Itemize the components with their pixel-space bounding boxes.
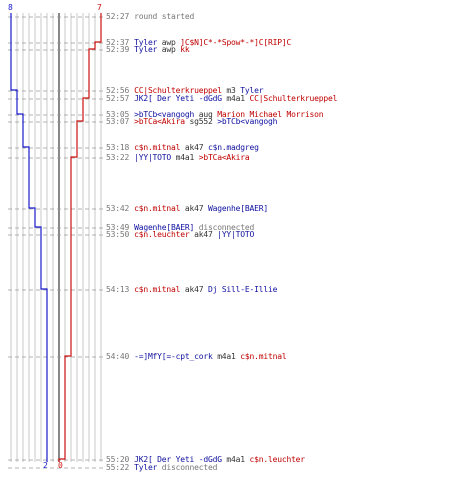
log-row: 53:50 c$n.leuchter ak47 |YY|TOTO bbox=[106, 230, 254, 240]
log-text: m4a1 bbox=[171, 153, 199, 162]
blue-player-name: >bTCb<vangogh bbox=[134, 110, 195, 119]
log-timestamp: 54:40 bbox=[106, 352, 130, 361]
blue-end-count: 2 bbox=[43, 461, 48, 470]
log-row: 54:13 c$n.mitnal ak47 Dj Sill-E-Illie bbox=[106, 285, 277, 295]
red-player-name: Marion Michael Morrison bbox=[217, 110, 324, 119]
log-row: 53:49 Wagenhe[BAER] disconnected bbox=[106, 223, 254, 233]
log-row: 52:56 CC|Schulterkrueppel m3 Tyler bbox=[106, 86, 264, 96]
red-player-name: c$n.leuchter bbox=[249, 455, 306, 464]
blue-player-name: Tyler bbox=[134, 463, 158, 472]
log-row: 53:22 |YY|TOTO m4a1 >bTCa<Akira bbox=[106, 153, 250, 163]
log-text: awp bbox=[157, 45, 181, 54]
blue-player-name: Tyler bbox=[240, 86, 264, 95]
blue-team-alive-line bbox=[10, 13, 48, 462]
blue-player-name: >bTCb<vangogh bbox=[217, 117, 278, 126]
log-timestamp: 52:37 bbox=[106, 38, 130, 47]
log-text: aug bbox=[194, 110, 218, 119]
log-row: 52:39 Tyler awp kk bbox=[106, 45, 190, 55]
red-end-count: 0 bbox=[58, 461, 63, 470]
log-row: 54:40 -=]MfY[=-cpt_cork m4a1 c$n.mitnal bbox=[106, 352, 287, 362]
log-timestamp: 55:22 bbox=[106, 463, 130, 472]
blue-player-name: Wagenhe[BAER] bbox=[207, 204, 268, 213]
blue-player-name: Dj Sill-E-Illie bbox=[207, 285, 278, 294]
red-start-count: 7 bbox=[97, 3, 102, 12]
red-player-name: kk bbox=[180, 45, 190, 54]
log-row: 53:07 >bTCa<Akira sg552 >bTCb<vangogh bbox=[106, 117, 277, 127]
red-player-name: >bTCa<Akira bbox=[198, 153, 250, 162]
log-row: 53:18 c$n.mitnal ak47 c$n.madgreg bbox=[106, 143, 259, 153]
log-text: sg552 bbox=[184, 117, 218, 126]
log-text: m4a1 bbox=[212, 352, 241, 361]
red-player-name: c$n.mitnal bbox=[134, 204, 181, 213]
log-timestamp: 53:05 bbox=[106, 110, 130, 119]
log-timestamp: 52:56 bbox=[106, 86, 130, 95]
log-timestamp: 53:22 bbox=[106, 153, 130, 162]
blue-player-name: Tyler bbox=[134, 38, 158, 47]
red-player-name: c$n.mitnal bbox=[134, 143, 181, 152]
log-row: 52:57 JK2[ Der Yeti -dGdG m4a1 CC|Schulte… bbox=[106, 94, 337, 104]
blue-player-name: c$n.madgreg bbox=[207, 143, 259, 152]
log-timestamp: 53:49 bbox=[106, 223, 130, 232]
blue-player-name: JK2[ Der Yeti -dGdG bbox=[134, 455, 222, 464]
log-timestamp: 52:27 bbox=[106, 12, 130, 21]
red-player-name: ]C$N]C*-*Spow*-*]C[RIP]C bbox=[180, 38, 292, 47]
red-team-alive-line bbox=[58, 13, 102, 462]
log-text: ak47 bbox=[180, 285, 208, 294]
blue-start-count: 8 bbox=[8, 3, 13, 12]
blue-player-name: JK2[ Der Yeti -dGdG bbox=[134, 94, 222, 103]
log-timestamp: 53:18 bbox=[106, 143, 130, 152]
log-timestamp: 53:42 bbox=[106, 204, 130, 213]
log-text: m3 bbox=[221, 86, 241, 95]
log-row: 53:42 c$n.mitnal ak47 Wagenhe[BAER] bbox=[106, 204, 268, 214]
log-row: 55:22 Tyler disconnected bbox=[106, 463, 217, 473]
log-timestamp: 54:13 bbox=[106, 285, 130, 294]
log-text: round started bbox=[134, 12, 195, 21]
log-timestamp: 52:57 bbox=[106, 94, 130, 103]
log-text: ak47 bbox=[180, 143, 208, 152]
log-row: 52:27 round started bbox=[106, 12, 194, 22]
log-text: ak47 bbox=[189, 230, 218, 239]
log-row: 52:37 Tyler awp ]C$N]C*-*Spow*-*]C[RIP]C bbox=[106, 38, 291, 48]
red-player-name: >bTCa<Akira bbox=[134, 117, 185, 126]
blue-player-name: Tyler bbox=[134, 45, 158, 54]
log-timestamp: 52:39 bbox=[106, 45, 130, 54]
log-timestamp: 53:07 bbox=[106, 117, 130, 126]
red-player-name: c$n.mitnal bbox=[240, 352, 287, 361]
red-player-name: CC|Schulterkrueppel bbox=[134, 86, 222, 95]
log-text: m4a1 bbox=[221, 455, 250, 464]
log-text: awp bbox=[157, 38, 181, 47]
red-player-name: CC|Schulterkrueppel bbox=[249, 94, 338, 103]
log-text: disconnected bbox=[157, 463, 218, 472]
blue-player-name: |YY|TOTO bbox=[217, 230, 255, 239]
log-text: disconnected bbox=[194, 223, 255, 232]
blue-player-name: -=]MfY[=-cpt_cork bbox=[134, 352, 213, 361]
red-player-name: c$n.mitnal bbox=[134, 285, 181, 294]
log-row: 55:20 JK2[ Der Yeti -dGdG m4a1 c$n.leucht… bbox=[106, 455, 305, 465]
log-text: ak47 bbox=[180, 204, 208, 213]
log-text: m4a1 bbox=[221, 94, 250, 103]
blue-player-name: |YY|TOTO bbox=[134, 153, 172, 162]
log-timestamp: 55:20 bbox=[106, 455, 130, 464]
log-timestamp: 53:50 bbox=[106, 230, 130, 239]
blue-player-name: Wagenhe[BAER] bbox=[134, 223, 195, 232]
red-player-name: c$n.leuchter bbox=[134, 230, 190, 239]
log-row: 53:05 >bTCb<vangogh aug Marion Michael Mo… bbox=[106, 110, 324, 120]
